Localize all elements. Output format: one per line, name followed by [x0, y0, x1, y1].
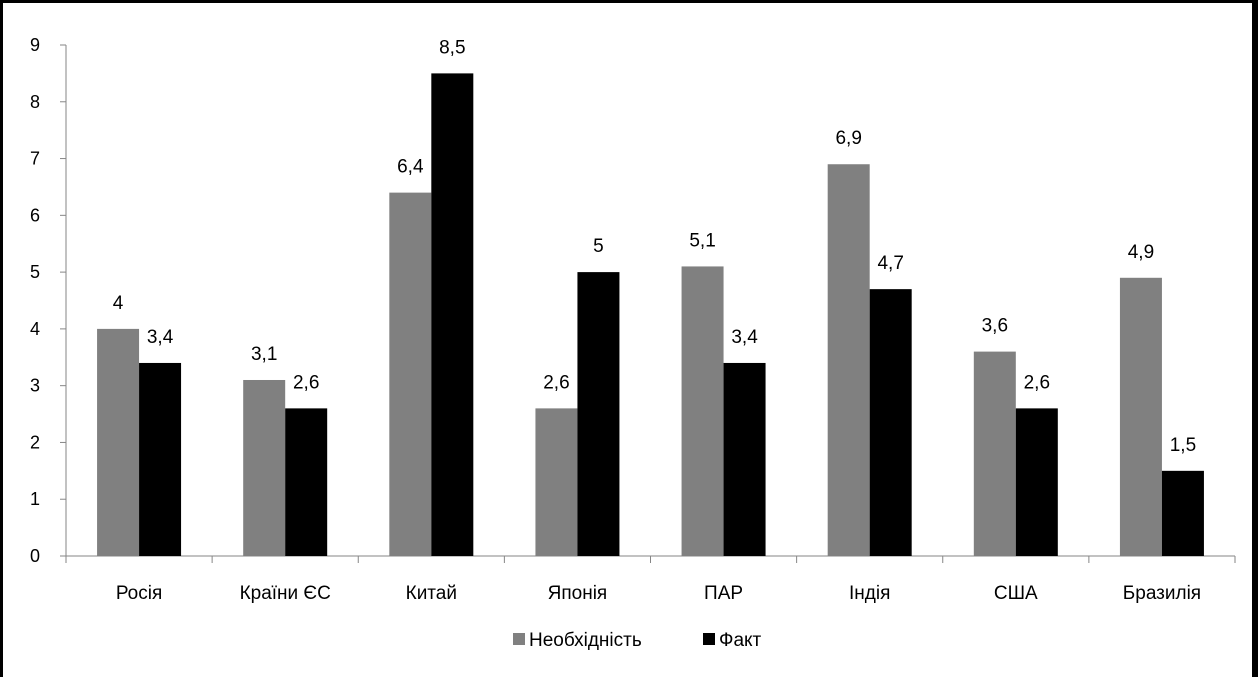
y-tick-label: 5	[30, 262, 40, 282]
y-tick-label: 7	[30, 149, 40, 169]
category-label: ПАР	[704, 583, 743, 604]
bar-necessity	[535, 408, 578, 556]
bar-chart: 0 1 2 3 4 5 6 7 8 9 Росія Країни ЄС Китай Японія ПАР І…	[30, 35, 1236, 651]
data-label: 3,4	[147, 327, 174, 348]
data-label: 4	[113, 293, 124, 314]
y-tick-label: 4	[30, 319, 40, 339]
data-labels: 4 3,4 3,1 2,6 6,4 8,5 2,6 5 5,1 3,4 6,9 4,7 3,6 2,6 4,…	[113, 37, 1196, 455]
legend-label: Необхідність	[529, 630, 642, 651]
bar-fact	[139, 362, 182, 556]
bar-necessity	[1119, 277, 1162, 556]
bar-necessity	[97, 328, 140, 556]
y-axis: 0 1 2 3 4 5 6 7 8 9	[30, 35, 67, 566]
y-tick-label: 6	[30, 205, 40, 225]
bar-fact	[1161, 470, 1204, 556]
bar-necessity	[681, 266, 724, 556]
data-label: 5	[593, 236, 604, 257]
category-label: Індія	[849, 583, 890, 604]
data-label: 2,6	[1024, 372, 1050, 393]
data-label: 3,1	[251, 344, 277, 365]
bar-fact	[431, 73, 474, 556]
category-label: Країни ЄС	[240, 583, 331, 604]
y-tick-label: 3	[30, 376, 40, 396]
category-label: Бразилія	[1123, 583, 1201, 604]
category-label: Росія	[116, 583, 162, 604]
data-label: 8,5	[439, 37, 465, 58]
data-label: 1,5	[1170, 435, 1196, 456]
legend-swatch	[513, 633, 525, 645]
category-label: Китай	[406, 583, 457, 604]
y-tick-label: 0	[30, 546, 40, 566]
category-label: Японія	[548, 583, 608, 604]
y-tick-label: 1	[30, 489, 40, 509]
bar-necessity	[389, 192, 432, 556]
bar-fact	[869, 289, 912, 556]
y-tick-label: 2	[30, 432, 40, 452]
legend-label: Факт	[719, 630, 762, 651]
y-tick-label: 8	[30, 92, 40, 112]
y-tick-label: 9	[30, 35, 40, 55]
category-label: США	[994, 583, 1038, 604]
legend: Необхідність Факт	[513, 630, 762, 651]
bar-necessity	[973, 351, 1016, 556]
data-label: 2,6	[543, 372, 569, 393]
data-label: 3,4	[731, 327, 758, 348]
data-label: 5,1	[689, 230, 715, 251]
legend-swatch	[703, 633, 715, 645]
legend-item-necessity: Необхідність	[513, 630, 642, 651]
bar-necessity	[243, 379, 286, 556]
x-axis: Росія Країни ЄС Китай Японія ПАР Індія США Браз…	[65, 555, 1236, 604]
data-label: 4,9	[1128, 242, 1154, 263]
data-label: 4,7	[877, 253, 903, 274]
legend-item-fact: Факт	[703, 630, 762, 651]
bar-fact	[723, 362, 766, 556]
data-label: 2,6	[293, 372, 319, 393]
data-label: 6,4	[397, 157, 424, 178]
bar-necessity	[827, 164, 870, 556]
data-label: 3,6	[982, 316, 1008, 337]
bars	[97, 73, 1204, 556]
bar-fact	[285, 408, 328, 556]
bar-fact	[577, 272, 620, 556]
bar-fact	[1015, 408, 1058, 556]
data-label: 6,9	[835, 128, 861, 149]
